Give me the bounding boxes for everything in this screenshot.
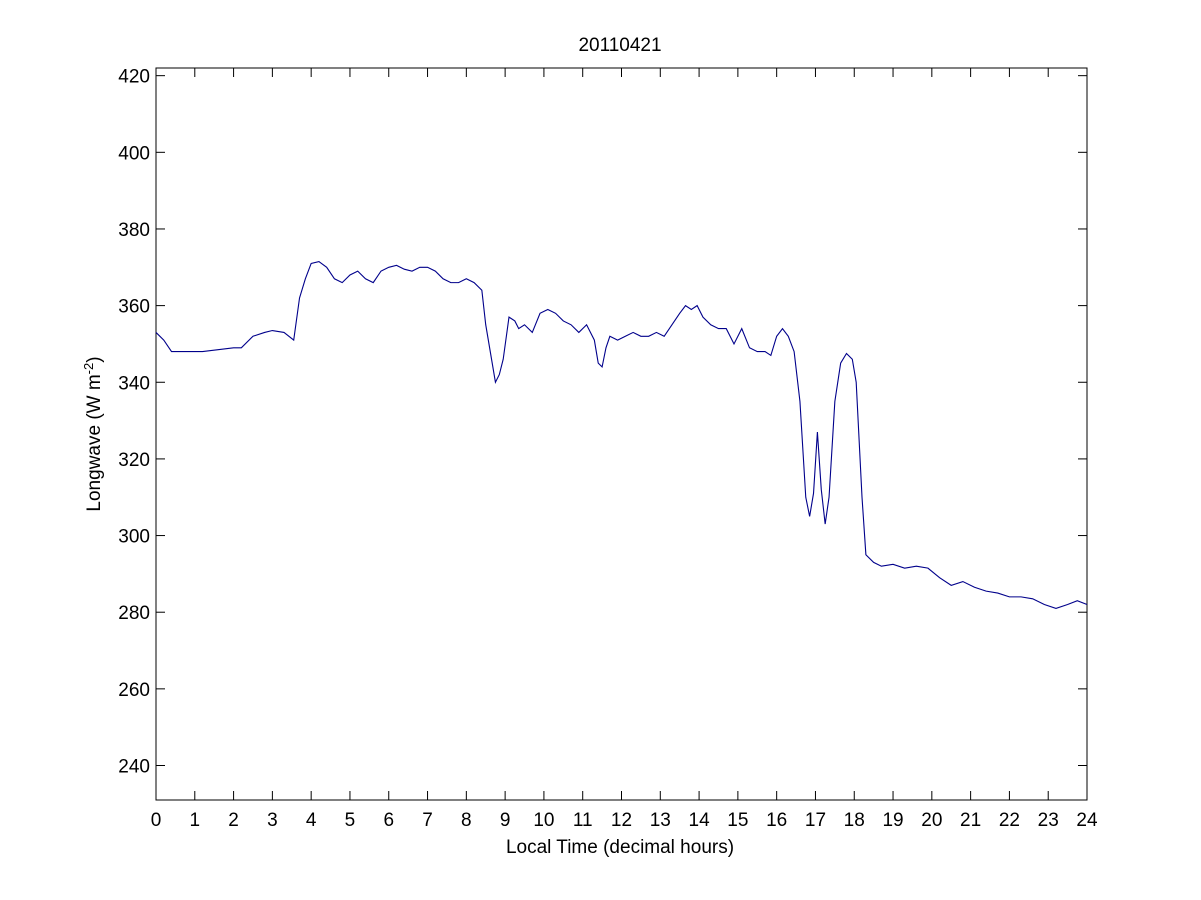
y-axis-label-main: Longwave (W m	[84, 374, 105, 511]
x-tick-label: 5	[345, 810, 356, 831]
y-axis-label-suffix: )	[84, 356, 105, 362]
x-tick-label: 4	[306, 810, 317, 831]
x-tick-label: 21	[960, 810, 981, 831]
x-tick-label: 2	[228, 810, 239, 831]
y-axis-label-superscript: -2	[81, 363, 96, 375]
axis-ticks	[155, 68, 1088, 800]
y-tick-label: 280	[118, 603, 150, 624]
chart-title: 20110421	[578, 35, 661, 56]
x-tick-label: 3	[267, 810, 278, 831]
series-line	[155, 260, 1088, 609]
axis-tick-labels: 0 1 2 3 4 5 6 7 8 9 10 11 12 13 14 15 16 17 18 19 20 21 22 23 24…	[118, 67, 1098, 831]
x-tick-label: 1	[190, 810, 201, 831]
y-tick-label: 320	[118, 450, 150, 471]
y-tick-label: 400	[118, 143, 150, 164]
y-tick-label: 360	[118, 297, 150, 318]
x-tick-label: 24	[1076, 810, 1098, 831]
x-tick-label: 9	[500, 810, 511, 831]
x-axis-label: Local Time (decimal hours)	[506, 837, 734, 858]
y-tick-label: 240	[118, 757, 150, 778]
y-tick-label: 420	[118, 67, 150, 88]
x-tick-label: 12	[611, 810, 632, 831]
y-tick-label: 300	[118, 527, 150, 548]
x-tick-label: 11	[573, 810, 593, 831]
x-tick-label: 8	[461, 810, 472, 831]
y-axis-label: Longwave (W m-2)	[81, 356, 106, 511]
y-tick-label: 340	[118, 373, 150, 394]
x-tick-label: 23	[1038, 810, 1059, 831]
x-tick-label: 13	[650, 810, 671, 831]
x-tick-label: 7	[422, 810, 433, 831]
x-tick-label: 0	[151, 810, 162, 831]
x-tick-label: 10	[533, 810, 554, 831]
y-tick-label: 260	[118, 680, 150, 701]
x-tick-label: 17	[805, 810, 826, 831]
x-tick-label: 15	[727, 810, 748, 831]
x-tick-label: 18	[844, 810, 865, 831]
x-tick-label: 19	[882, 810, 903, 831]
x-tick-label: 22	[999, 810, 1020, 831]
y-tick-label: 380	[118, 220, 150, 241]
plot-area	[155, 67, 1088, 801]
x-tick-label: 20	[921, 810, 942, 831]
x-tick-label: 6	[383, 810, 394, 831]
x-tick-label: 14	[689, 810, 711, 831]
x-tick-label: 16	[766, 810, 787, 831]
